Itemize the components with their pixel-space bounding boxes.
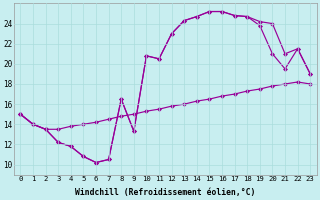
X-axis label: Windchill (Refroidissement éolien,°C): Windchill (Refroidissement éolien,°C) — [75, 188, 255, 197]
